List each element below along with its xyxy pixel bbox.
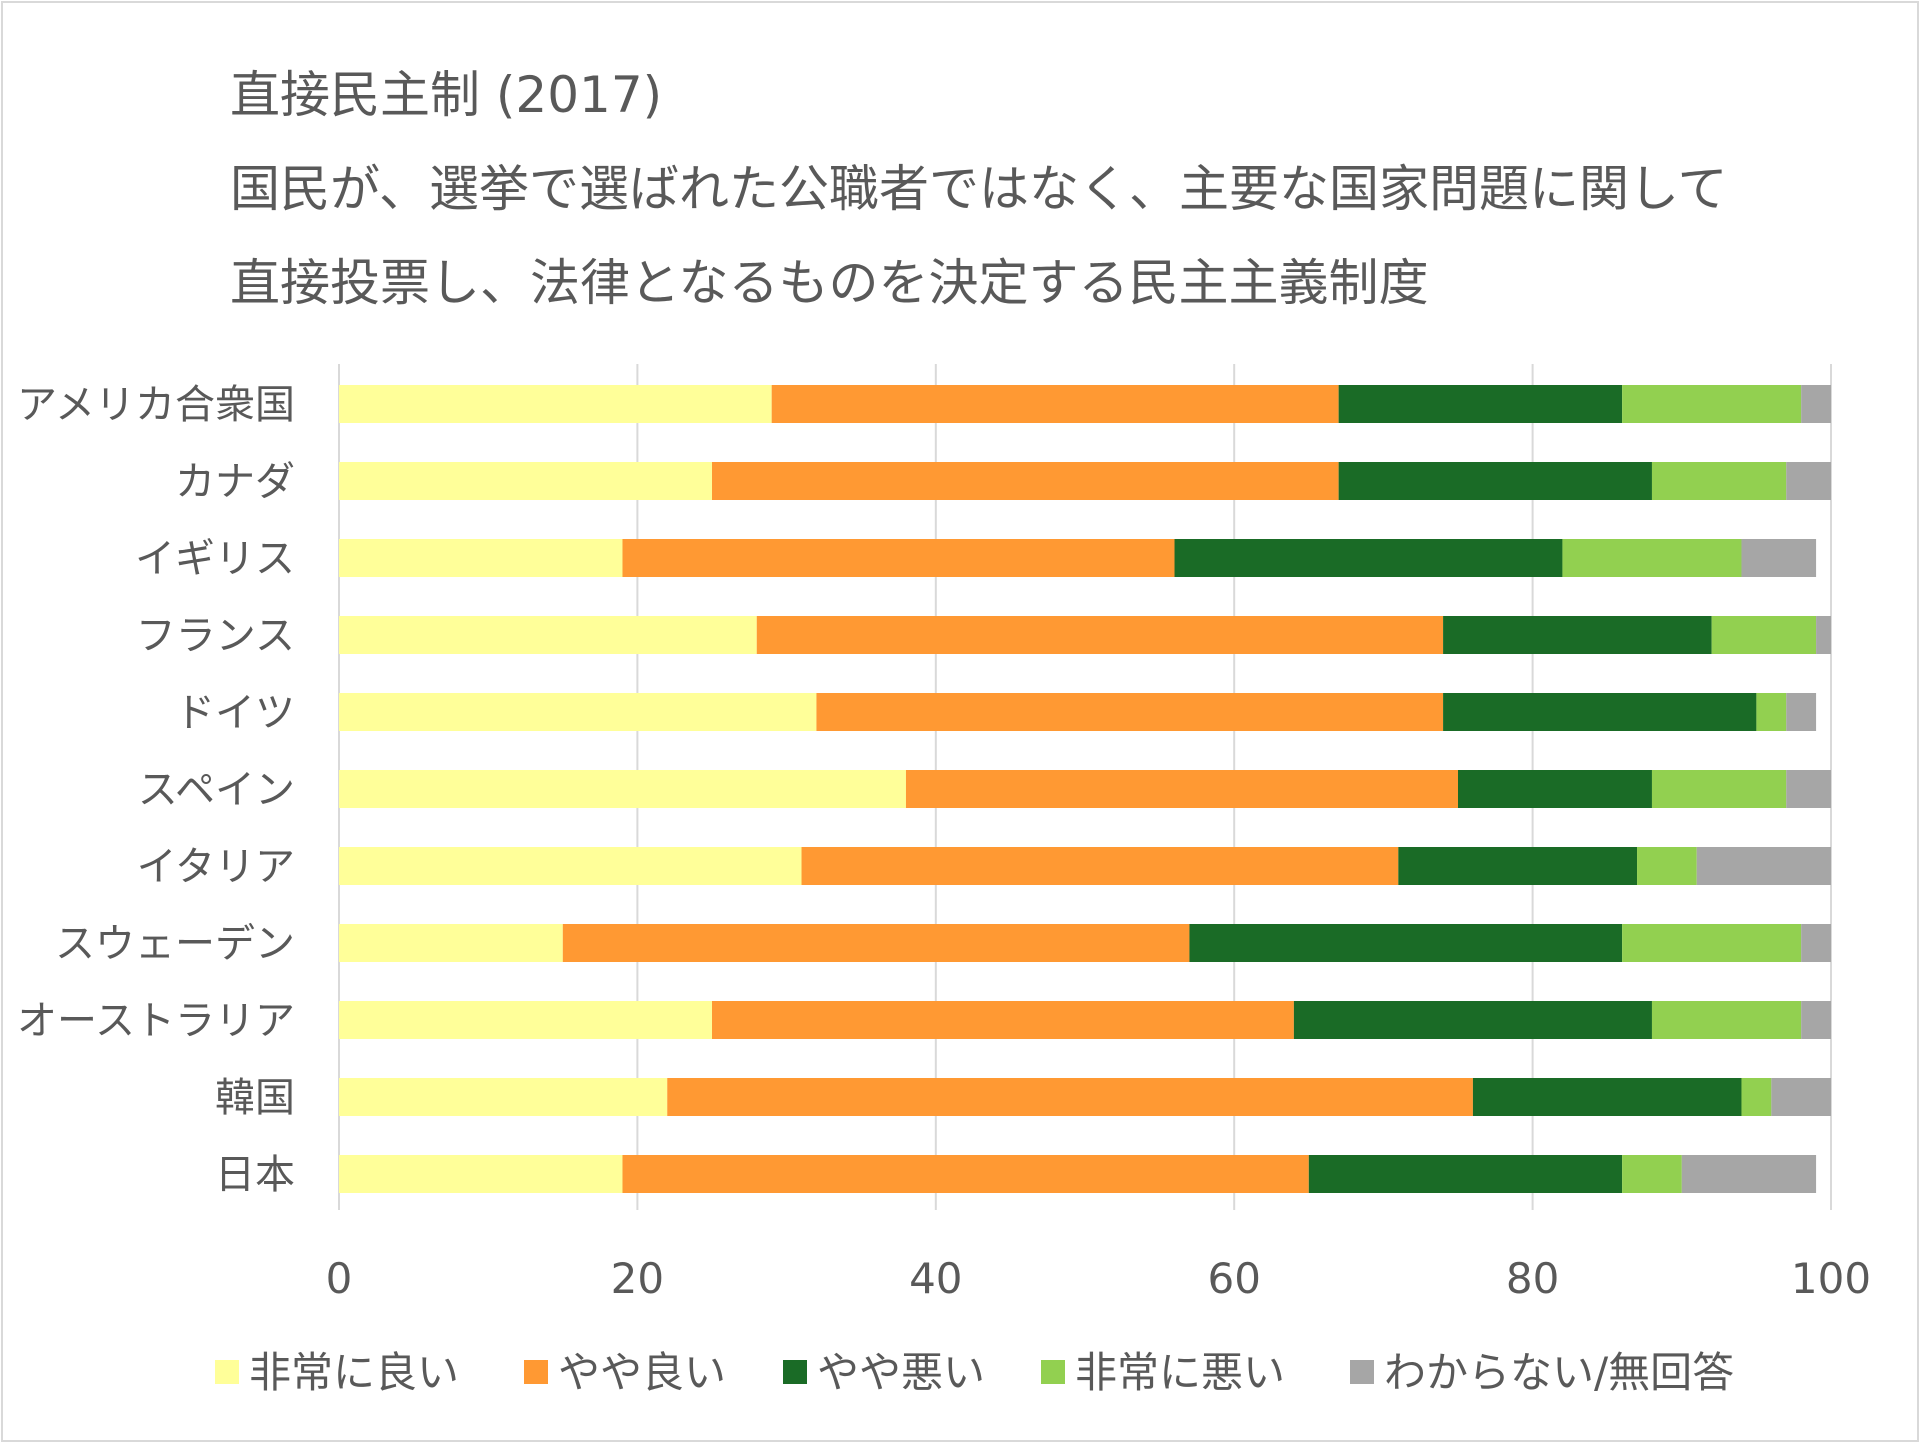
bar-segment	[1637, 847, 1697, 885]
bar-segment	[1696, 847, 1831, 885]
bar-segment	[339, 693, 817, 731]
bar-segment	[1622, 385, 1802, 423]
category-label: 韓国	[215, 1075, 295, 1121]
bar-segment	[1681, 1155, 1817, 1193]
bar-segment	[1443, 616, 1712, 654]
chart-subtitle-line-1: 国民が、選挙で選ばれた公職者ではなく、主要な国家問題に関して	[230, 160, 1728, 218]
bar-segment	[1816, 616, 1831, 654]
legend-label: わからない/無回答	[1384, 1348, 1734, 1397]
bar-segment	[1786, 462, 1831, 500]
bar-segment	[1174, 539, 1563, 577]
bar-segment	[816, 693, 1444, 731]
x-tick-label: 80	[1506, 1254, 1559, 1303]
bar-segment	[905, 770, 1458, 808]
category-labels: アメリカ合衆国カナダイギリスフランスドイツスペインイタリアスウェーデンオーストラ…	[17, 382, 295, 1198]
bar-segment	[1622, 924, 1802, 962]
x-tick-label: 60	[1207, 1254, 1260, 1303]
legend-label: 非常に悪い	[1075, 1348, 1285, 1397]
legend-swatch	[1350, 1360, 1374, 1384]
x-tick-label: 40	[909, 1254, 962, 1303]
bar-segment	[339, 616, 757, 654]
bar-segment	[1756, 693, 1787, 731]
legend-label: やや良い	[558, 1348, 726, 1397]
bar-segment	[1786, 693, 1817, 731]
category-label: イギリス	[135, 536, 295, 582]
bar-segment	[339, 1155, 623, 1193]
bar-segment	[1189, 924, 1623, 962]
bar-segment	[712, 462, 1339, 500]
bar-segment	[1801, 1001, 1831, 1039]
x-tick-label: 100	[1791, 1254, 1871, 1303]
bar-segment	[1338, 385, 1623, 423]
x-tick-label: 0	[326, 1254, 353, 1303]
bar-segment	[339, 462, 712, 500]
bar-segment	[1711, 616, 1817, 654]
bar-segment	[622, 539, 1175, 577]
bar-segment	[339, 770, 906, 808]
category-label: カナダ	[175, 459, 295, 505]
bar-segment	[339, 847, 802, 885]
bar-segment	[1741, 539, 1817, 577]
bar-segment	[1786, 770, 1831, 808]
bar-segment	[1293, 1001, 1652, 1039]
legend-swatch	[215, 1360, 239, 1384]
bar-segment	[562, 924, 1190, 962]
bar-segment	[1308, 1155, 1623, 1193]
bar-segment	[339, 924, 563, 962]
bar-segment	[1398, 847, 1638, 885]
chart-title: 直接民主制 (2017)	[230, 66, 663, 124]
bar-segment	[339, 1001, 712, 1039]
legend-label: やや悪い	[817, 1348, 985, 1397]
bar-segment	[1651, 770, 1787, 808]
x-tick-label: 20	[611, 1254, 664, 1303]
legend: 非常に良い やや良い やや悪い 非常に悪い わからない/無回答	[215, 1348, 1734, 1397]
bar-segment	[1472, 1078, 1742, 1116]
bar-segment	[1741, 1078, 1772, 1116]
bar-series	[339, 385, 1831, 1193]
chart-titles: 直接民主制 (2017) 国民が、選挙で選ばれた公職者ではなく、主要な国家問題に…	[230, 48, 1728, 330]
bar-segment	[801, 847, 1399, 885]
bar-segment	[1801, 385, 1831, 423]
legend-swatch	[1041, 1360, 1065, 1384]
legend-swatch	[783, 1360, 807, 1384]
legend-swatch	[524, 1360, 548, 1384]
bar-segment	[771, 385, 1339, 423]
bar-segment	[1338, 462, 1652, 500]
bar-segment	[1622, 1155, 1682, 1193]
category-label: 日本	[215, 1152, 295, 1198]
bar-segment	[667, 1078, 1473, 1116]
bar-segment	[339, 385, 772, 423]
x-tick-labels: 0 20 40 60 80 100	[326, 1254, 1871, 1303]
bar-segment	[1771, 1078, 1831, 1116]
bar-segment	[1458, 770, 1652, 808]
category-label: イタリア	[137, 844, 295, 890]
bar-segment	[1801, 924, 1831, 962]
bar-segment	[712, 1001, 1294, 1039]
bar-segment	[339, 539, 623, 577]
bar-segment	[1651, 462, 1787, 500]
legend-label: 非常に良い	[249, 1348, 459, 1397]
bar-segment	[339, 1078, 668, 1116]
bar-segment	[622, 1155, 1309, 1193]
category-label: スペイン	[138, 767, 295, 813]
category-label: オーストラリア	[17, 998, 295, 1044]
bar-segment	[1651, 1001, 1802, 1039]
bar-segment	[1443, 693, 1757, 731]
bar-segment	[1562, 539, 1742, 577]
category-label: フランス	[136, 613, 295, 659]
bar-segment	[756, 616, 1444, 654]
category-label: スウェーデン	[55, 921, 295, 967]
chart-subtitle-line-2: 直接投票し、法律となるものを決定する民主主義制度	[230, 254, 1429, 312]
category-label: ドイツ	[175, 690, 295, 736]
category-label: アメリカ合衆国	[17, 382, 295, 428]
